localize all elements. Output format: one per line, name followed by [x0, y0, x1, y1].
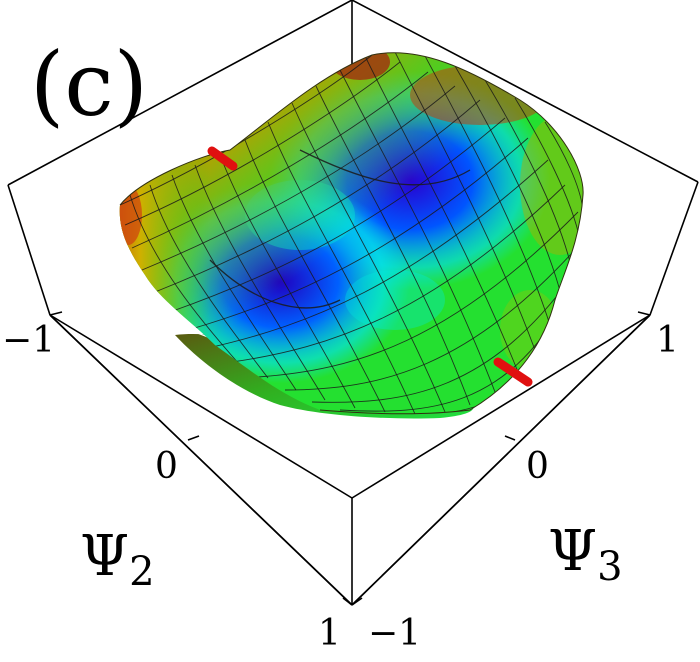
y-tick-label: −1	[368, 613, 421, 654]
y-tick-label: 0	[526, 446, 549, 487]
potential-surface	[119, 52, 584, 414]
markers	[207, 146, 533, 387]
x-tick-label: 1	[318, 613, 341, 654]
y-tick-label: 1	[656, 320, 679, 361]
x-axis-title: Ψ2	[80, 524, 155, 595]
y-axis-title: Ψ3	[548, 519, 623, 590]
marker-right	[493, 357, 533, 387]
x-axis-tick-labels: −1 0 1	[2, 320, 341, 654]
mesh-lines-b	[129, 52, 584, 414]
y-axis-tick-labels: −1 0 1	[368, 320, 679, 654]
panel-label: (c)	[30, 33, 148, 136]
x-tick-label: −1	[2, 320, 55, 361]
marker-upper	[207, 146, 238, 171]
surface-outline	[119, 52, 584, 415]
bounding-box-front	[49, 314, 651, 606]
x-tick-label: 0	[155, 446, 178, 487]
axis-ticks	[49, 311, 651, 606]
